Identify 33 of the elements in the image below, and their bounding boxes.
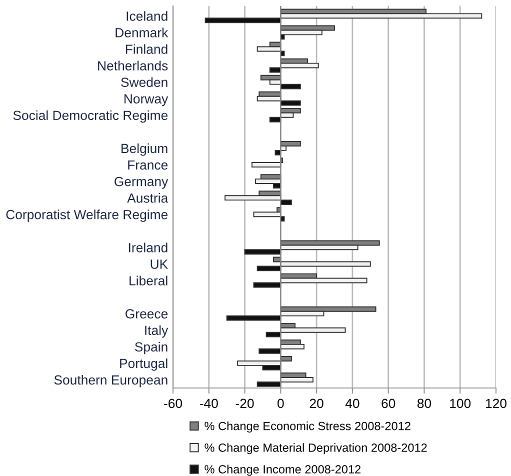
y-tick-label: Social Democratic Regime bbox=[13, 110, 168, 123]
y-tick-label: Germany bbox=[114, 176, 168, 189]
legend-label: % Change Economic Stress 2008-2012 bbox=[204, 422, 410, 433]
y-tick-label: Austria bbox=[127, 193, 168, 203]
y-tick-label: Netherlands bbox=[98, 60, 168, 70]
y-tick-label: Italy bbox=[145, 325, 168, 338]
x-tick-label: 120 bbox=[486, 398, 506, 408]
y-tick-label: UK bbox=[150, 260, 168, 269]
y-tick-label: Belgium bbox=[122, 143, 168, 156]
legend-label: % Change Material Deprivation 2008-2012 bbox=[204, 443, 427, 454]
x-tick-label: 60 bbox=[382, 398, 396, 408]
y-tick-label: Finland bbox=[126, 44, 168, 54]
y-tick-label: Spain bbox=[134, 342, 168, 354]
y-tick-label: Ireland bbox=[129, 242, 168, 252]
x-tick-label: 80 bbox=[417, 398, 432, 408]
y-tick-label: Norway bbox=[124, 94, 168, 106]
x-tick-label: 0 bbox=[278, 398, 284, 408]
x-tick-label: 100 bbox=[450, 398, 471, 408]
y-tick-label: Portugal bbox=[120, 358, 168, 371]
y-tick-label: Sweden bbox=[121, 77, 168, 87]
y-tick-label: Southern European bbox=[54, 374, 168, 388]
x-tick-label: -20 bbox=[236, 398, 254, 408]
y-tick-label: Iceland bbox=[126, 11, 168, 21]
x-tick-label: 20 bbox=[310, 398, 324, 408]
legend-label: % Change Income 2008-2012 bbox=[204, 464, 361, 476]
x-tick-label: 40 bbox=[345, 398, 360, 408]
y-tick-label: Greece bbox=[126, 309, 168, 318]
x-tick-label: -40 bbox=[200, 398, 218, 408]
y-tick-label: Corporatist Welfare Regime bbox=[6, 210, 168, 222]
x-tick-label: -60 bbox=[164, 398, 182, 408]
y-tick-label: Denmark bbox=[116, 28, 168, 38]
y-tick-label: France bbox=[128, 160, 168, 170]
y-tick-label: Liberal bbox=[130, 276, 168, 286]
